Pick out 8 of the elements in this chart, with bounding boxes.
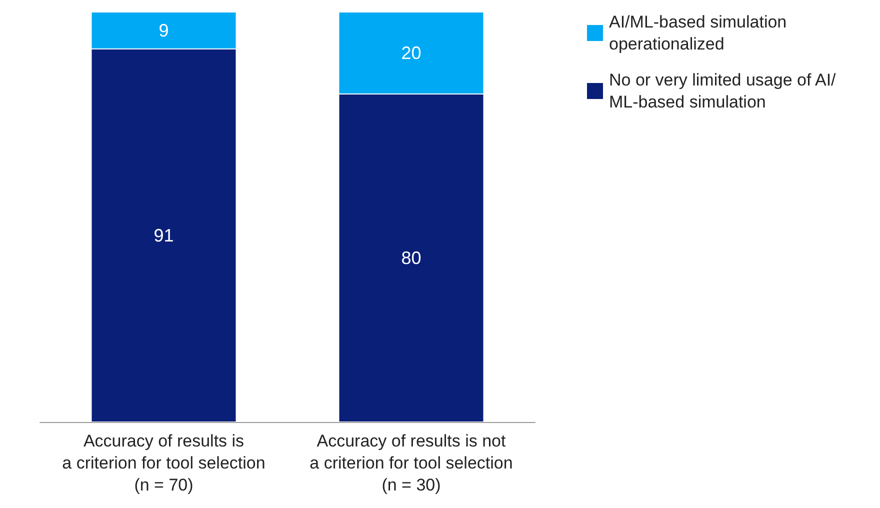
data-label: 9 <box>158 20 169 40</box>
legend-label: AI/ML-based simulation operationalized <box>609 12 792 54</box>
x-tick-label: Accuracy of results is a criterion for tool selection (n = 70) <box>62 432 266 494</box>
data-label: 20 <box>401 43 422 63</box>
x-tick-label: Accuracy of results is not a criterion for tool selection (n = 30) <box>310 432 513 494</box>
data-label: 80 <box>401 248 422 268</box>
legend-label: No or very limited usage of AI/ML-based simulation <box>609 70 836 112</box>
data-label: 91 <box>154 225 174 246</box>
